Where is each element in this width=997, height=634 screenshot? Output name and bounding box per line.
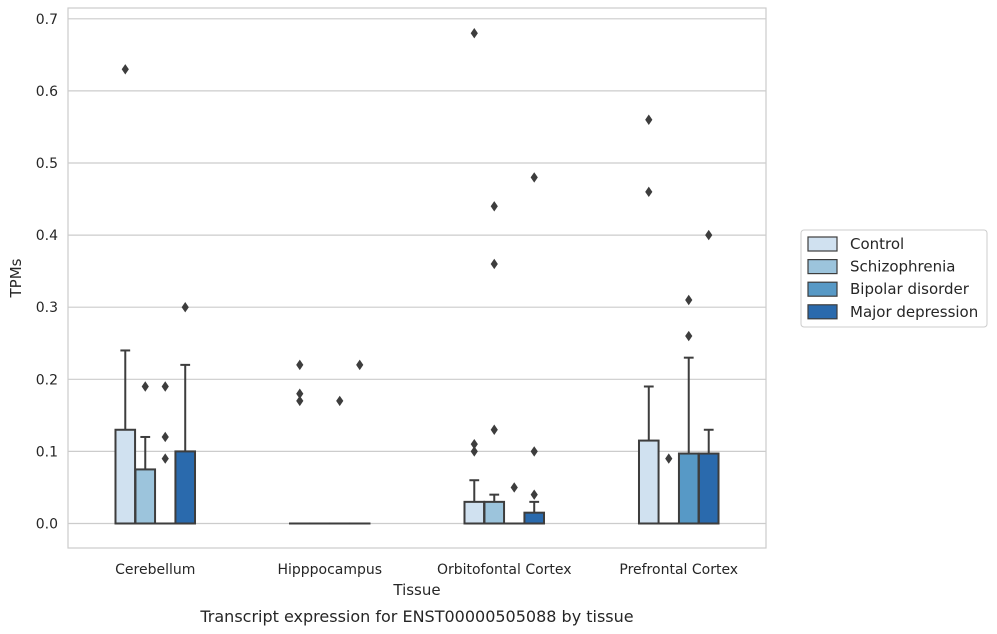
legend-entry-label: Major depression [850,303,978,321]
x-tick-label: Cerebellum [115,562,195,578]
x-axis-label: Tissue [392,581,440,599]
legend-swatch [807,259,838,275]
outlier-point [490,201,498,212]
outlier-point [161,453,169,464]
y-tick-label: 0.5 [36,156,58,172]
box-body [134,468,157,525]
y-tick-label: 0.7 [36,12,58,28]
box [637,385,660,525]
y-axis-ticks: 0.0 0.1 0.2 0.3 0.4 0.5 0.6 0.7 [36,12,58,533]
outlier-point [470,438,478,450]
legend-swatch [807,281,838,297]
chart-caption: Transcript expression for ENST0000050508… [199,607,633,626]
box [174,363,197,525]
y-tick-label: 0.1 [36,444,58,460]
legend-swatch [807,236,838,252]
outlier-point [530,172,538,183]
outlier-point [530,446,538,457]
outlier-point [181,301,189,313]
y-tick-label: 0.6 [36,84,58,100]
box-body [637,439,660,525]
box-body [114,428,137,525]
plot-frame [67,7,767,549]
outlier-point [665,453,673,464]
legend: Control Schizophrenia Bipolar disorder Majo… [800,229,988,328]
legend-frame [800,229,988,328]
legend-entry-label: Schizophrenia [850,258,955,276]
box [523,500,546,525]
box-body [463,500,486,525]
box [483,493,506,525]
x-tick-label: Prefrontal Cortex [619,562,738,578]
box [114,349,137,525]
box [463,479,486,525]
legend-entry-label: Bipolar disorder [850,280,970,298]
outlier-point [470,28,478,39]
outlier-point [296,359,304,371]
outlier-points [121,28,713,500]
box [697,428,720,525]
y-tick-label: 0.0 [36,516,58,532]
outlier-point [356,359,364,371]
box [134,435,157,525]
box-body [697,452,720,525]
y-axis-label: TPMs [7,258,25,298]
outlier-point [141,381,149,392]
outlier-point [336,395,344,407]
box-plot-boxes [114,349,720,525]
box [677,356,700,525]
outlier-point [121,64,129,75]
outlier-point [490,258,498,270]
outlier-point [645,186,653,198]
box-body [523,511,546,525]
x-axis-ticks: Cerebellum Hipppocampus Orbitofontal Corte… [115,562,738,578]
outlier-point [530,489,538,500]
box-body [483,500,506,525]
outlier-point [685,294,693,306]
x-tick-label: Hipppocampus [277,562,382,578]
outlier-point [161,381,169,392]
gridlines [68,18,766,525]
outlier-point [161,431,169,443]
box-body [677,452,700,525]
x-tick-label: Orbitofontal Cortex [437,562,572,578]
legend-swatch [807,304,838,320]
y-tick-label: 0.2 [36,372,58,388]
y-tick-label: 0.3 [36,300,58,316]
outlier-point [685,330,693,342]
y-tick-label: 0.4 [36,228,58,244]
outlier-point [645,114,653,125]
outlier-point [490,424,498,435]
outlier-point [510,482,518,493]
outlier-point [470,446,478,457]
outlier-point [296,395,304,407]
outlier-point [296,388,304,399]
legend-entry-label: Control [850,235,904,253]
box-body [174,450,197,525]
outlier-point [705,229,713,241]
